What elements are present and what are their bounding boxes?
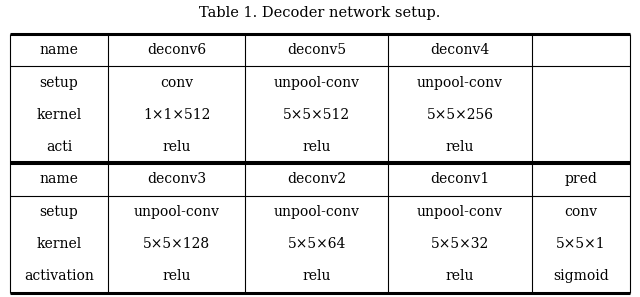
- Text: deconv6: deconv6: [147, 43, 206, 57]
- Text: relu: relu: [163, 140, 191, 154]
- Text: unpool-conv: unpool-conv: [274, 205, 360, 219]
- Text: relu: relu: [303, 140, 331, 154]
- Text: deconv2: deconv2: [287, 173, 346, 187]
- Text: setup: setup: [40, 205, 78, 219]
- Text: sigmoid: sigmoid: [553, 269, 609, 283]
- Text: relu: relu: [303, 269, 331, 283]
- Text: deconv4: deconv4: [431, 43, 490, 57]
- Text: setup: setup: [40, 76, 78, 90]
- Text: unpool-conv: unpool-conv: [417, 76, 503, 90]
- Text: 5×5×128: 5×5×128: [143, 237, 211, 251]
- Text: 5×5×32: 5×5×32: [431, 237, 489, 251]
- Text: unpool-conv: unpool-conv: [274, 76, 360, 90]
- Text: conv: conv: [160, 76, 193, 90]
- Text: relu: relu: [446, 269, 474, 283]
- Text: relu: relu: [163, 269, 191, 283]
- Text: 5×5×1: 5×5×1: [556, 237, 606, 251]
- Text: kernel: kernel: [36, 237, 81, 251]
- Text: unpool-conv: unpool-conv: [134, 205, 220, 219]
- Text: activation: activation: [24, 269, 94, 283]
- Text: 5×5×512: 5×5×512: [284, 108, 350, 122]
- Text: unpool-conv: unpool-conv: [417, 205, 503, 219]
- Text: deconv1: deconv1: [431, 173, 490, 187]
- Text: 5×5×256: 5×5×256: [427, 108, 493, 122]
- Text: pred: pred: [564, 173, 598, 187]
- Text: relu: relu: [446, 140, 474, 154]
- Text: 1×1×512: 1×1×512: [143, 108, 211, 122]
- Text: deconv3: deconv3: [147, 173, 206, 187]
- Text: 5×5×64: 5×5×64: [287, 237, 346, 251]
- Text: kernel: kernel: [36, 108, 81, 122]
- Text: acti: acti: [46, 140, 72, 154]
- Text: conv: conv: [564, 205, 598, 219]
- Text: Table 1. Decoder network setup.: Table 1. Decoder network setup.: [199, 6, 441, 20]
- Text: deconv5: deconv5: [287, 43, 346, 57]
- Text: name: name: [40, 43, 78, 57]
- Text: name: name: [40, 173, 78, 187]
